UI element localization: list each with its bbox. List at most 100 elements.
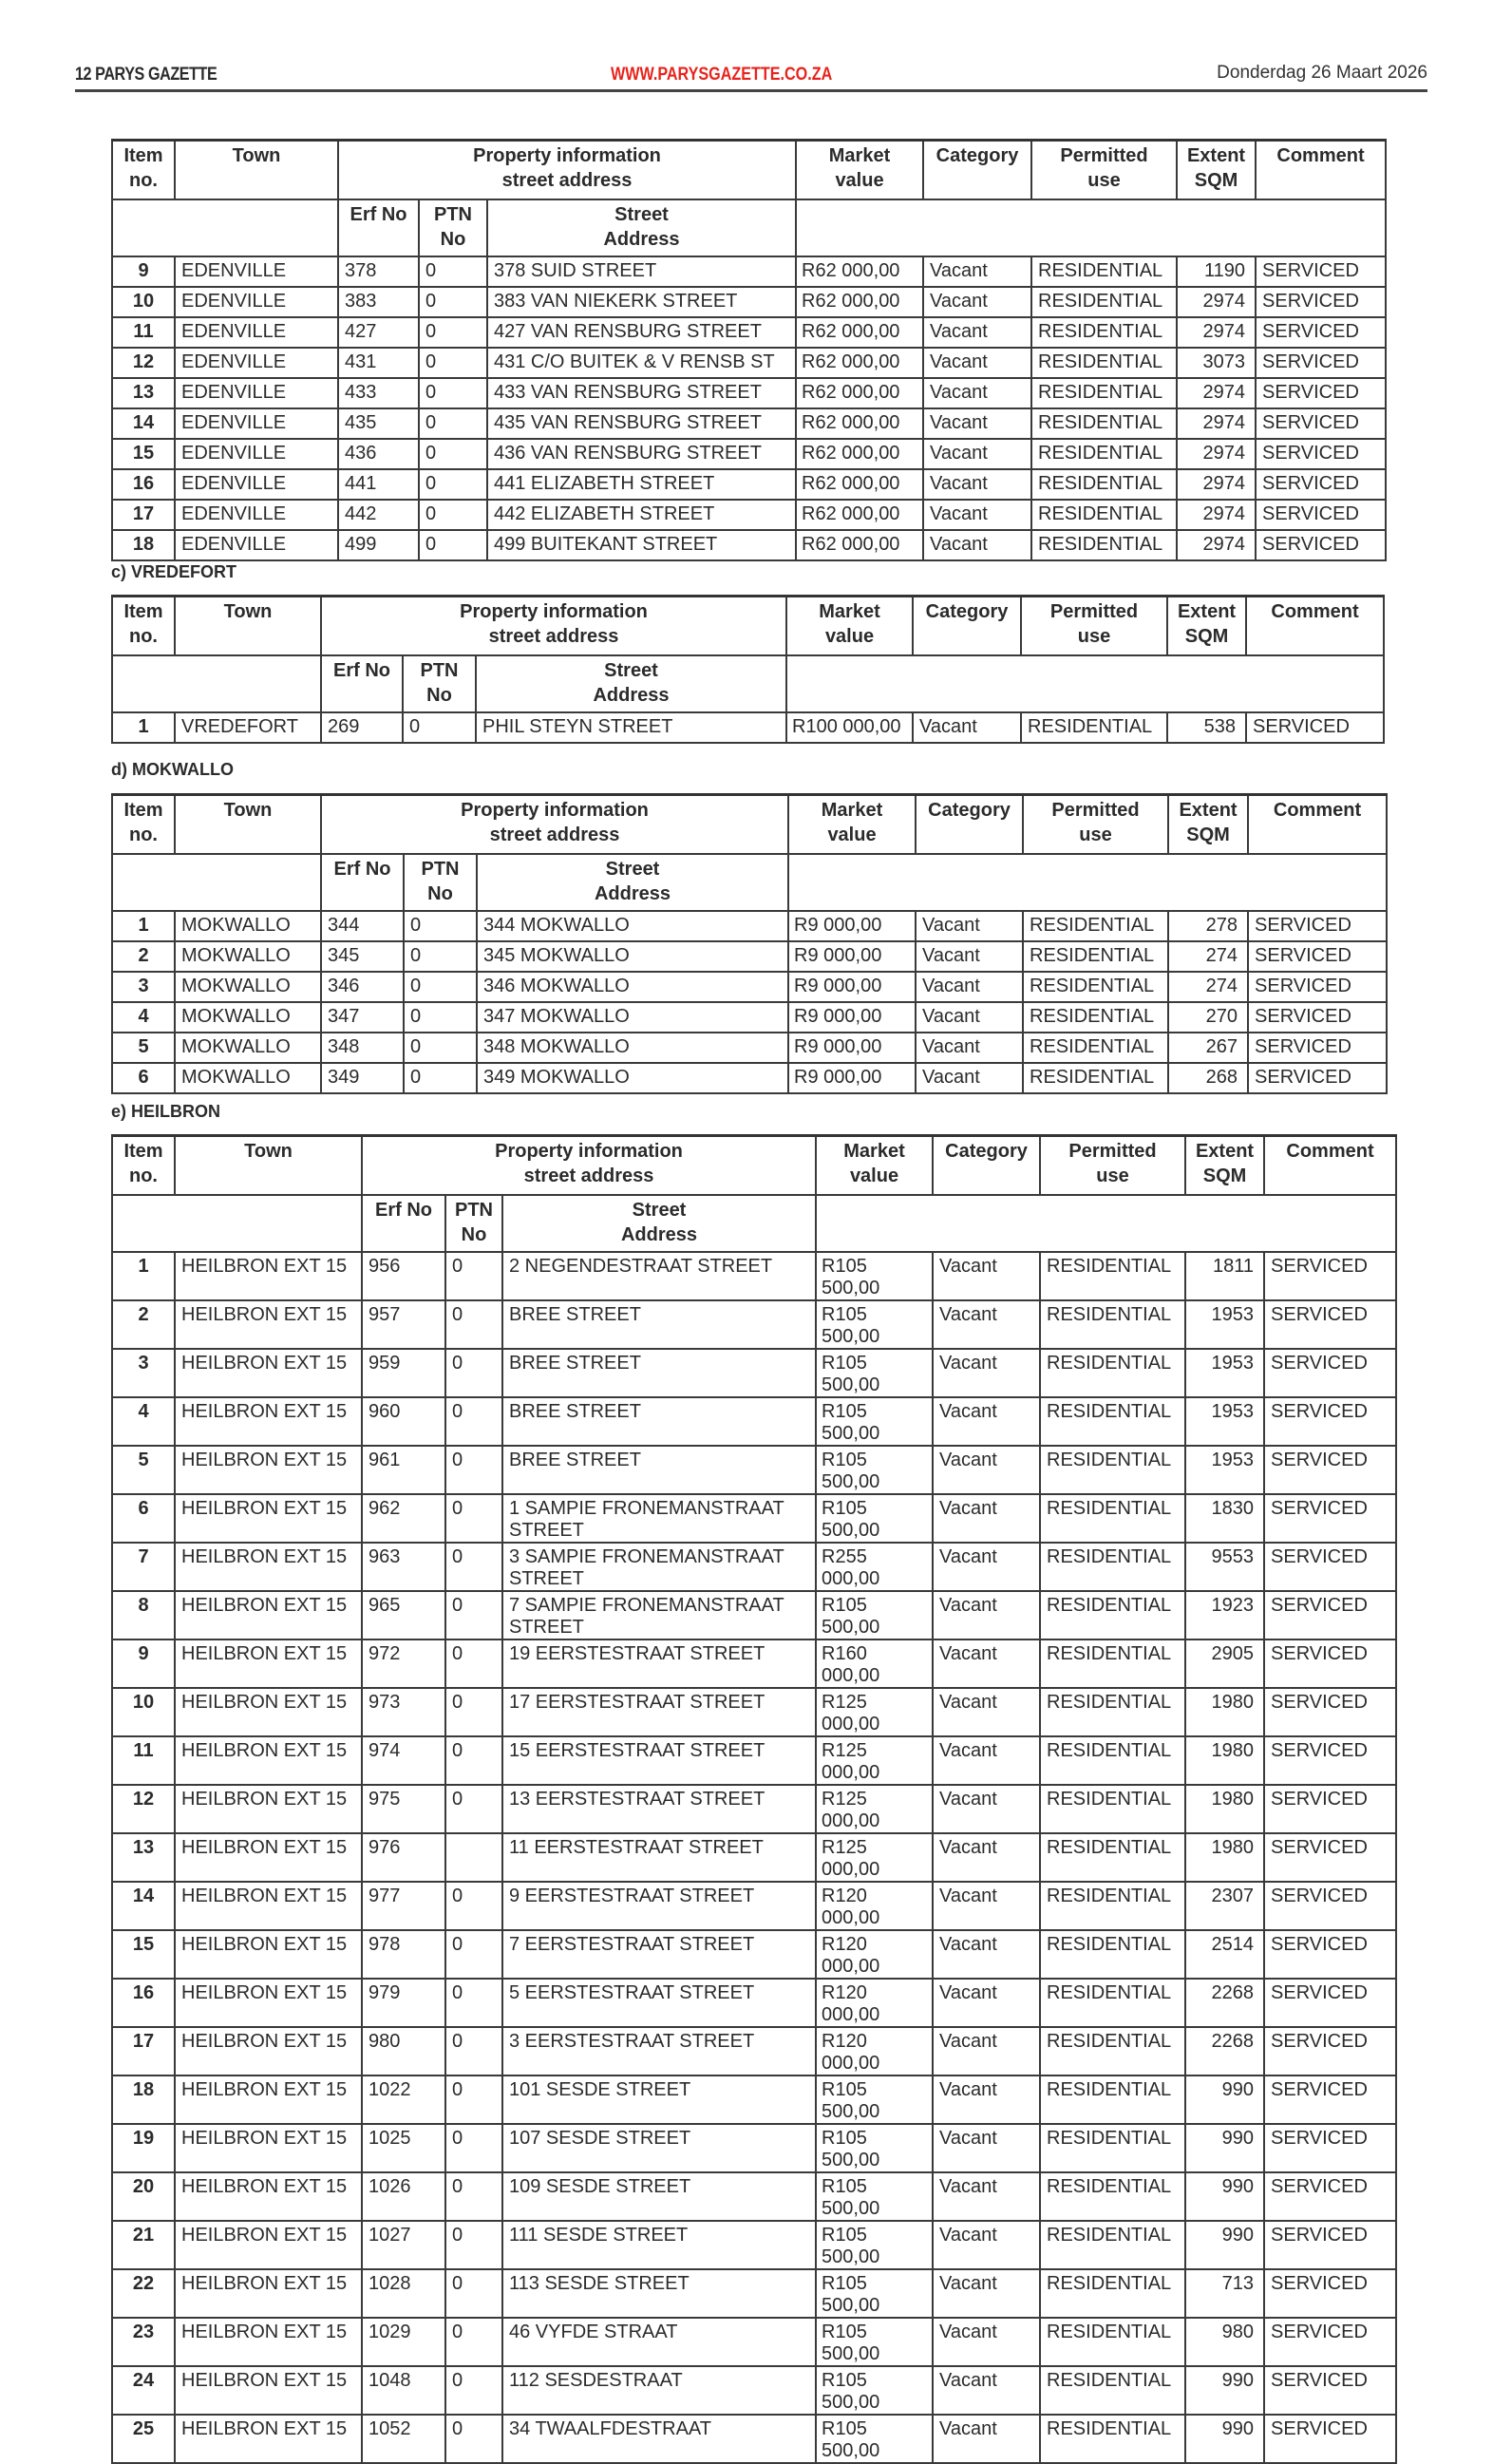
cell-market-value: R9 000,00 bbox=[787, 1032, 917, 1064]
table-row: 14 HEILBRON EXT 15 977 0 9 EERSTESTRAAT STRE… bbox=[111, 1881, 1398, 1931]
cell-erf-no: 979 bbox=[361, 1978, 446, 2028]
cell-category: Vacant bbox=[922, 438, 1033, 470]
cell-erf-no: 435 bbox=[337, 408, 420, 440]
col-erf-no: Erf No bbox=[337, 199, 420, 257]
cell-item: 1 bbox=[111, 910, 176, 942]
cell-ptn-no: 0 bbox=[418, 316, 488, 349]
cell-ptn-no: 0 bbox=[418, 408, 488, 440]
col-permitted-use: Permitted use bbox=[1030, 139, 1179, 200]
cell-ptn-no: 0 bbox=[444, 2317, 503, 2367]
cell-town: HEILBRON EXT 15 bbox=[174, 1832, 363, 1883]
cell-extent-sqm: 990 bbox=[1184, 2075, 1266, 2125]
cell-street-address: 433 VAN RENSBURG STREET bbox=[485, 377, 798, 409]
cell-ptn-no: 0 bbox=[444, 1348, 503, 1398]
cell-street-address: 347 MOKWALLO bbox=[475, 1001, 790, 1033]
cell-ptn-no: 0 bbox=[444, 2414, 503, 2464]
cell-market-value: R105 500,00 bbox=[815, 2171, 935, 2222]
cell-street-address: 1 SAMPIE FRONEMANSTRAAT STREET bbox=[501, 1493, 818, 1544]
cell-street-address: 3 EERSTESTRAAT STREET bbox=[501, 2026, 818, 2076]
cell-item: 17 bbox=[111, 499, 176, 531]
cell-extent-sqm: 1811 bbox=[1184, 1251, 1266, 1301]
subheader-blank bbox=[785, 654, 1386, 713]
cell-item: 18 bbox=[111, 529, 176, 561]
cell-extent-sqm: 267 bbox=[1167, 1032, 1250, 1064]
cell-permitted-use: RESIDENTIAL bbox=[1022, 910, 1170, 942]
cell-ptn-no: 0 bbox=[444, 1590, 503, 1640]
cell-erf-no: 1048 bbox=[361, 2365, 446, 2416]
cell-extent-sqm: 2307 bbox=[1184, 1881, 1266, 1931]
cell-category: Vacant bbox=[915, 1062, 1025, 1094]
cell-item: 23 bbox=[111, 2317, 176, 2367]
cell-town: MOKWALLO bbox=[174, 940, 322, 973]
cell-extent-sqm: 2514 bbox=[1184, 1929, 1266, 1980]
cell-ptn-no: 0 bbox=[444, 1735, 503, 1786]
cell-item: 7 bbox=[111, 1542, 176, 1592]
cell-street-address: 7 EERSTESTRAAT STREET bbox=[501, 1929, 818, 1980]
col-item: Item no. bbox=[111, 1134, 176, 1196]
cell-market-value: R62 000,00 bbox=[795, 529, 925, 561]
cell-extent-sqm: 2268 bbox=[1184, 1978, 1266, 2028]
cell-item: 15 bbox=[111, 438, 176, 470]
cell-street-address: 107 SESDE STREET bbox=[501, 2123, 818, 2173]
col-town: Town bbox=[174, 595, 322, 656]
cell-erf-no: 974 bbox=[361, 1735, 446, 1786]
cell-permitted-use: RESIDENTIAL bbox=[1022, 1062, 1170, 1094]
cell-town: HEILBRON EXT 15 bbox=[174, 1590, 363, 1640]
header-row: Item no. Town Property information street … bbox=[111, 1134, 1398, 1196]
cell-comment: SERVICED bbox=[1255, 468, 1388, 501]
col-ptn-no: PTN No bbox=[402, 654, 477, 713]
table-row: 5 HEILBRON EXT 15 961 0 BREE STREET R105 500,… bbox=[111, 1445, 1398, 1495]
table-row: 11 EDENVILLE 427 0 427 VAN RENSBURG STREET R6… bbox=[111, 316, 1388, 349]
cell-ptn-no: 0 bbox=[444, 1687, 503, 1737]
cell-ptn-no: 0 bbox=[444, 2268, 503, 2319]
cell-comment: SERVICED bbox=[1263, 2414, 1398, 2464]
cell-market-value: R62 000,00 bbox=[795, 316, 925, 349]
cell-permitted-use: RESIDENTIAL bbox=[1039, 2075, 1187, 2125]
cell-ptn-no: 0 bbox=[403, 910, 478, 942]
cell-town: HEILBRON EXT 15 bbox=[174, 1978, 363, 2028]
cell-town: HEILBRON EXT 15 bbox=[174, 1639, 363, 1689]
cell-street-address: BREE STREET bbox=[501, 1445, 818, 1495]
cell-permitted-use: RESIDENTIAL bbox=[1022, 940, 1170, 973]
cell-ptn-no: 0 bbox=[418, 499, 488, 531]
table-row: 9 EDENVILLE 378 0 378 SUID STREET R62 000,00 V… bbox=[111, 256, 1388, 288]
cell-erf-no: 1025 bbox=[361, 2123, 446, 2173]
cell-erf-no: 1052 bbox=[361, 2414, 446, 2464]
cell-ptn-no: 0 bbox=[403, 1032, 478, 1064]
cell-erf-no: 976 bbox=[361, 1832, 446, 1883]
cell-erf-no: 349 bbox=[320, 1062, 405, 1094]
cell-erf-no: 1029 bbox=[361, 2317, 446, 2367]
cell-erf-no: 973 bbox=[361, 1687, 446, 1737]
cell-comment: SERVICED bbox=[1263, 1493, 1398, 1544]
cell-erf-no: 977 bbox=[361, 1881, 446, 1931]
cell-comment: SERVICED bbox=[1255, 408, 1388, 440]
website-link[interactable]: WWW.PARYSGAZETTE.CO.ZA bbox=[611, 65, 833, 85]
table-row: 13 EDENVILLE 433 0 433 VAN RENSBURG STREET R6… bbox=[111, 377, 1388, 409]
cell-extent-sqm: 2974 bbox=[1176, 316, 1257, 349]
cell-permitted-use: RESIDENTIAL bbox=[1039, 1639, 1187, 1689]
cell-permitted-use: RESIDENTIAL bbox=[1022, 1032, 1170, 1064]
cell-permitted-use: RESIDENTIAL bbox=[1039, 2123, 1187, 2173]
cell-category: Vacant bbox=[932, 2268, 1042, 2319]
subheader-blank bbox=[795, 199, 1388, 257]
table-row: 1 HEILBRON EXT 15 956 0 2 NEGENDESTRAAT STRE… bbox=[111, 1251, 1398, 1301]
cell-category: Vacant bbox=[932, 1445, 1042, 1495]
cell-category: Vacant bbox=[932, 2365, 1042, 2416]
cell-street-address: 17 EERSTESTRAAT STREET bbox=[501, 1687, 818, 1737]
cell-town: HEILBRON EXT 15 bbox=[174, 1735, 363, 1786]
cell-item: 3 bbox=[111, 1348, 176, 1398]
cell-item: 22 bbox=[111, 2268, 176, 2319]
cell-item: 6 bbox=[111, 1493, 176, 1544]
cell-extent-sqm: 2974 bbox=[1176, 408, 1257, 440]
cell-street-address: 5 EERSTESTRAAT STREET bbox=[501, 1978, 818, 2028]
cell-item: 5 bbox=[111, 1032, 176, 1064]
cell-town: MOKWALLO bbox=[174, 1062, 322, 1094]
cell-comment: SERVICED bbox=[1247, 971, 1389, 1003]
cell-item: 2 bbox=[111, 1299, 176, 1350]
cell-erf-no: 965 bbox=[361, 1590, 446, 1640]
cell-ptn-no: 0 bbox=[444, 2075, 503, 2125]
cell-extent-sqm: 990 bbox=[1184, 2414, 1266, 2464]
cell-market-value: R125 000,00 bbox=[815, 1784, 935, 1834]
cell-street-address: 113 SESDE STREET bbox=[501, 2268, 818, 2319]
col-town: Town bbox=[174, 1134, 363, 1196]
